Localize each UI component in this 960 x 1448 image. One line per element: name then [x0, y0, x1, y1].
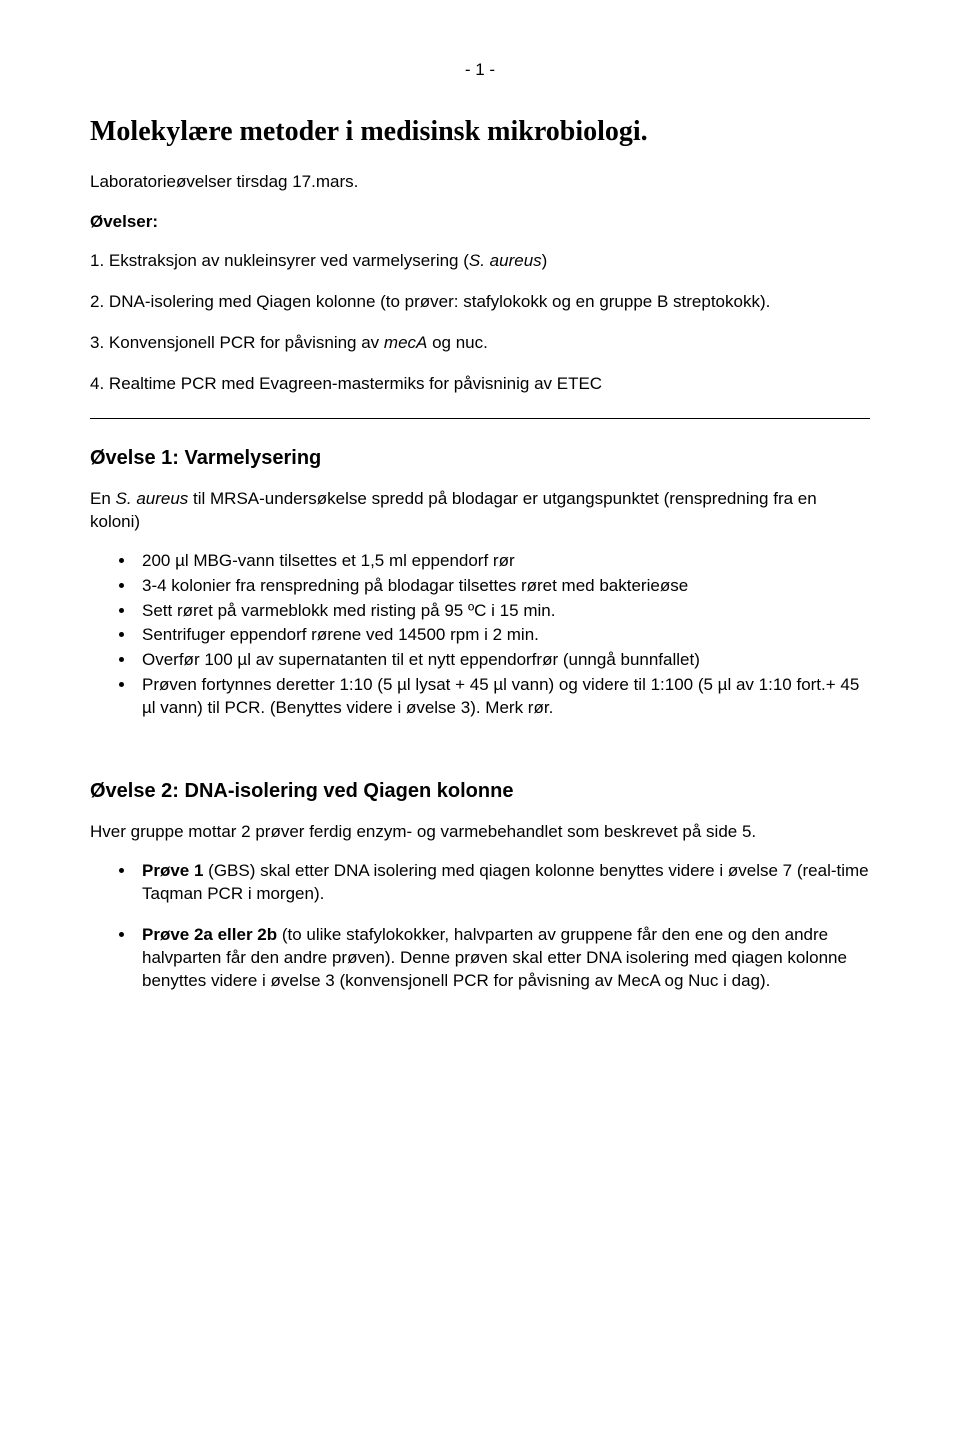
bullet-item: Prøve 1 (GBS) skal etter DNA isolering m… [136, 860, 870, 906]
bullet-item: Prøven fortynnes deretter 1:10 (5 µl lys… [136, 674, 870, 720]
bullet-item: Sentrifuger eppendorf rørene ved 14500 r… [136, 624, 870, 647]
intro-prefix: En [90, 489, 116, 508]
bullet-item: 200 µl MBG-vann tilsettes et 1,5 ml eppe… [136, 550, 870, 573]
ovelse2-heading: Øvelse 2: DNA-isolering ved Qiagen kolon… [90, 780, 870, 803]
list-text-suffix: og nuc. [427, 333, 488, 352]
ovelse2-intro: Hver gruppe mottar 2 prøver ferdig enzym… [90, 821, 870, 844]
bullet-rest: (GBS) skal etter DNA isolering med qiage… [142, 861, 869, 903]
document-title: Molekylære metoder i medisinsk mikrobiol… [90, 116, 870, 148]
ovelse1-intro: En S. aureus til MRSA-undersøkelse spred… [90, 488, 870, 534]
intro-suffix: til MRSA-undersøkelse spredd på blodagar… [90, 489, 817, 531]
list-item: 1. Ekstraksjon av nukleinsyrer ved varme… [90, 250, 870, 273]
list-number: 1. [90, 251, 104, 270]
list-number: 2. [90, 292, 104, 311]
ovelse1-bullets: 200 µl MBG-vann tilsettes et 1,5 ml eppe… [90, 550, 870, 721]
page-number: - 1 - [90, 60, 870, 80]
list-text-suffix: ) [542, 251, 548, 270]
ovelse1-heading: Øvelse 1: Varmelysering [90, 447, 870, 470]
list-item: 4. Realtime PCR med Evagreen-mastermiks … [90, 373, 870, 396]
list-text: DNA-isolering med Qiagen kolonne (to prø… [109, 292, 770, 311]
intro-italic: S. aureus [116, 489, 189, 508]
divider [90, 418, 870, 419]
bullet-item: Overfør 100 µl av supernatanten til et n… [136, 649, 870, 672]
bullet-item: Prøve 2a eller 2b (to ulike stafylokokke… [136, 924, 870, 993]
list-text: Konvensjonell PCR for påvisning av [109, 333, 384, 352]
numbered-list: 1. Ekstraksjon av nukleinsyrer ved varme… [90, 250, 870, 396]
list-item: 2. DNA-isolering med Qiagen kolonne (to … [90, 291, 870, 314]
page: - 1 - Molekylære metoder i medisinsk mik… [0, 0, 960, 1448]
list-italic: S. aureus [469, 251, 542, 270]
subtitle: Laboratorieøvelser tirsdag 17.mars. [90, 172, 870, 192]
exercises-label: Øvelser: [90, 212, 870, 232]
list-number: 4. [90, 374, 104, 393]
bullet-bold: Prøve 1 [142, 861, 203, 880]
bullet-item: Sett røret på varmeblokk med risting på … [136, 600, 870, 623]
list-text: Realtime PCR med Evagreen-mastermiks for… [109, 374, 602, 393]
list-item: 3. Konvensjonell PCR for påvisning av me… [90, 332, 870, 355]
ovelse2-bullets: Prøve 1 (GBS) skal etter DNA isolering m… [90, 860, 870, 993]
bullet-bold: Prøve 2a eller 2b [142, 925, 277, 944]
bullet-item: 3-4 kolonier fra renspredning på blodaga… [136, 575, 870, 598]
list-number: 3. [90, 333, 104, 352]
list-text: Ekstraksjon av nukleinsyrer ved varmelys… [109, 251, 469, 270]
list-italic: mecA [384, 333, 427, 352]
